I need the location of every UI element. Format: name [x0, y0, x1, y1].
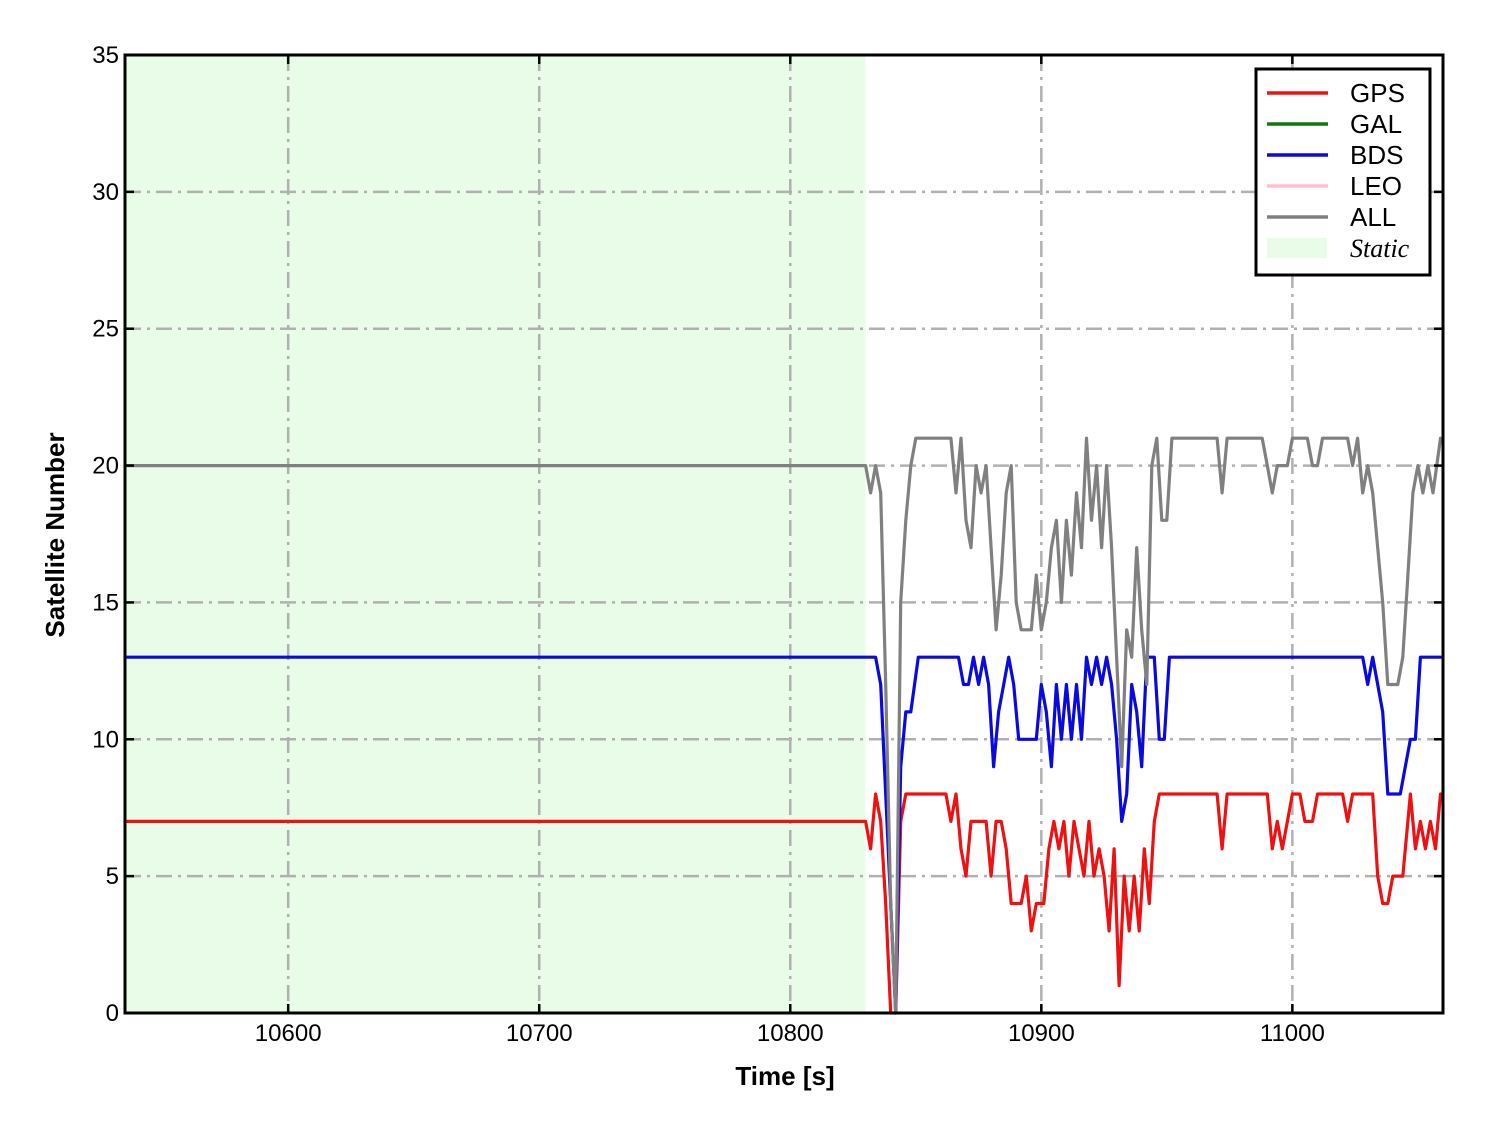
series-line-gps [123, 792, 1443, 1015]
y-tick-label: 20 [92, 453, 119, 480]
y-tick-label: 30 [92, 179, 119, 206]
axis-ticks: 10600 10700 10800 10900 11000 0 5 10 15 20 25 30 35 [92, 42, 1443, 1047]
x-tick-label: 11000 [1260, 1020, 1325, 1047]
x-tick-label: 10800 [757, 1020, 824, 1047]
y-axis-label: Satellite Number [40, 432, 70, 637]
x-axis-label: Time [s] [735, 1061, 834, 1091]
y-tick-label: 10 [92, 726, 119, 753]
legend-label-leo: LEO [1350, 171, 1402, 201]
legend-swatch-static [1267, 238, 1327, 258]
series-line-all [123, 436, 1443, 1015]
y-tick-label: 15 [92, 589, 119, 616]
y-tick-label: 0 [106, 1000, 119, 1027]
y-tick-label: 25 [92, 316, 119, 343]
legend-label-gal: GAL [1350, 109, 1402, 139]
x-tick-label: 10700 [506, 1020, 573, 1047]
plot-frame [123, 53, 1445, 1015]
static-region [125, 55, 866, 1013]
series-layer [123, 436, 1443, 1015]
legend-label-static: Static [1350, 234, 1410, 263]
x-tick-label: 10900 [1008, 1020, 1075, 1047]
series-line-bds [123, 655, 1443, 1015]
legend-label-all: ALL [1350, 202, 1396, 232]
y-tick-label: 35 [92, 42, 119, 69]
y-tick-label: 5 [106, 863, 119, 890]
legend-label-gps: GPS [1350, 78, 1405, 108]
legend-label-bds: BDS [1350, 140, 1403, 170]
x-tick-label: 10600 [255, 1020, 322, 1047]
